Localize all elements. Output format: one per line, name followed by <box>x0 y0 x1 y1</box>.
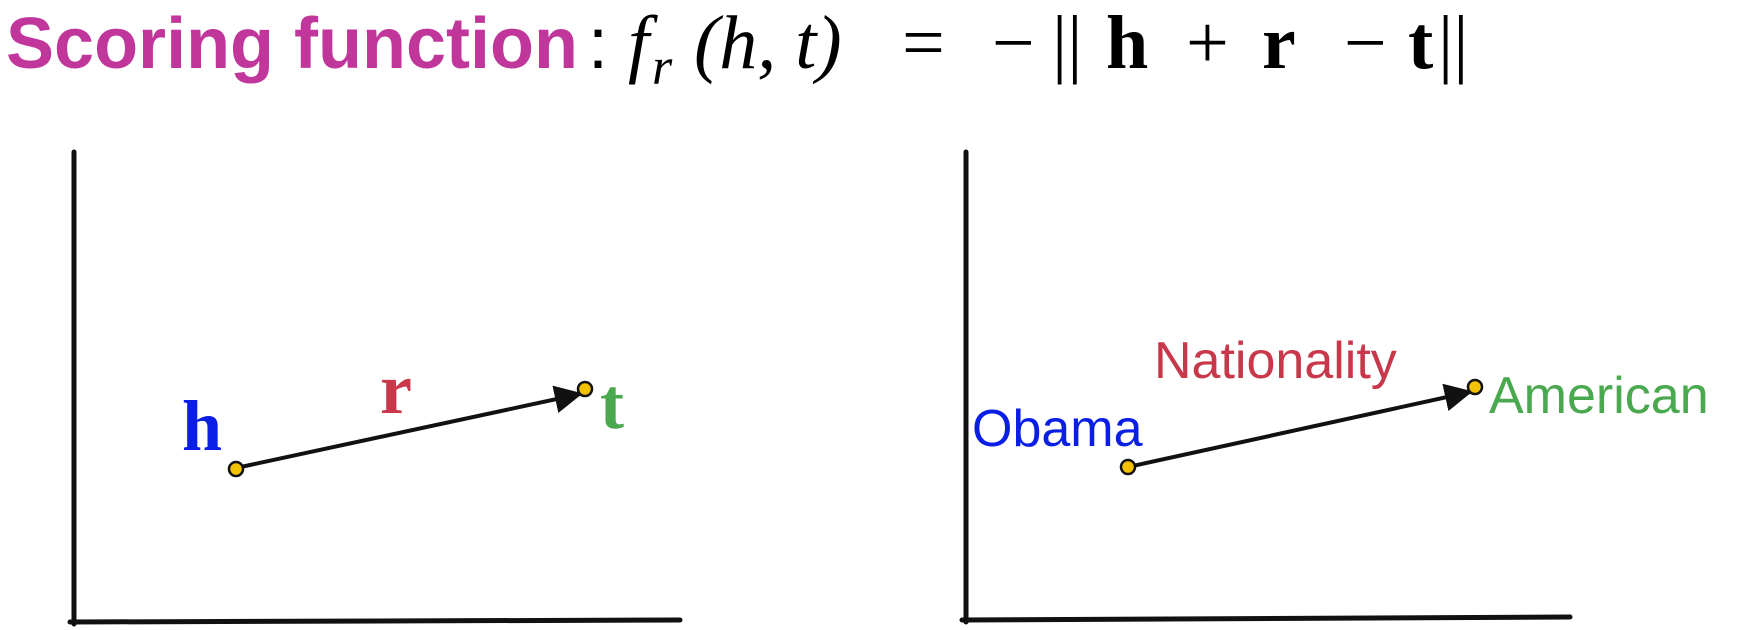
formula-r: r <box>1262 1 1296 85</box>
formula-minus: − <box>992 1 1035 85</box>
formula-norm-close: || <box>1438 1 1468 85</box>
left-head-point <box>227 460 245 478</box>
formula-plus: + <box>1186 1 1229 85</box>
left-tail-label: t <box>600 364 624 444</box>
right-tail-label: American <box>1489 367 1709 425</box>
formula-equals: = <box>902 1 945 85</box>
right-tail-point <box>1466 378 1484 396</box>
title-colon: : <box>588 4 608 84</box>
right-panel: Obama Nationality American <box>959 149 1709 625</box>
formula-f-subscript: r <box>652 39 673 96</box>
formula-norm-open: || <box>1052 1 1082 85</box>
left-x-axis <box>67 617 683 625</box>
formula-minus-2: − <box>1344 1 1387 85</box>
left-relation-arrow <box>235 385 583 470</box>
right-x-axis <box>959 614 1573 623</box>
right-head-label: Obama <box>972 400 1143 458</box>
title-formula: Scoring function : f r (h, t) = − || h +… <box>6 1 1468 96</box>
left-panel: h r t <box>67 149 683 627</box>
left-relation-label: r <box>380 349 412 429</box>
title-prefix: Scoring function <box>6 4 578 84</box>
left-head-label: h <box>182 386 222 466</box>
left-tail-point <box>576 380 594 398</box>
right-relation-label: Nationality <box>1154 332 1397 390</box>
formula-h: h <box>1106 1 1148 85</box>
right-relation-arrow <box>1127 383 1473 469</box>
formula-t: t <box>1408 1 1433 85</box>
formula-args: (h, t) <box>694 1 842 85</box>
right-head-point <box>1119 458 1137 476</box>
